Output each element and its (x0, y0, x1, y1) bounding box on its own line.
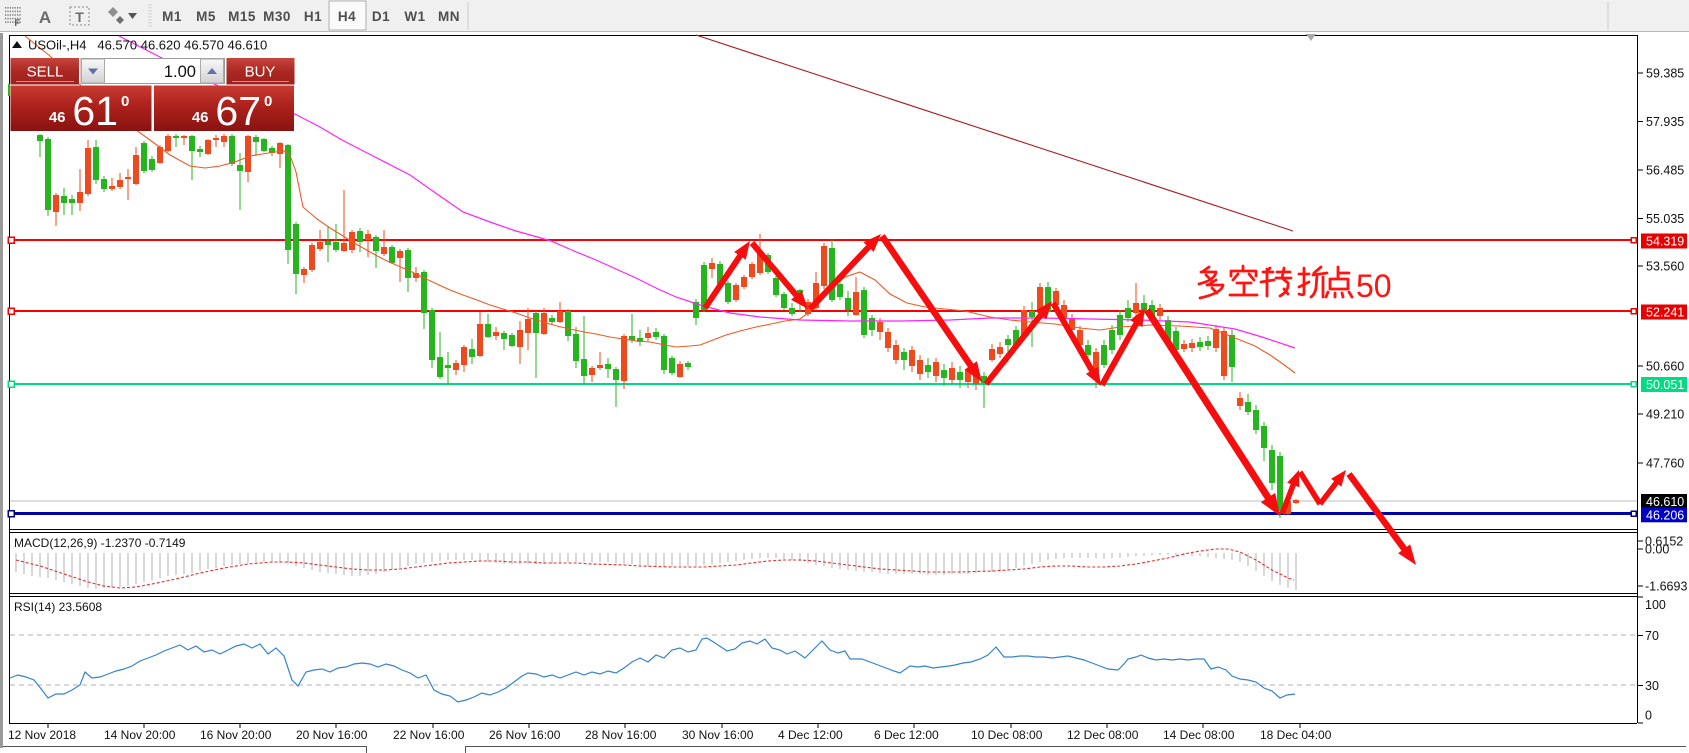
svg-text:D1: D1 (372, 9, 390, 24)
svg-text:BUY: BUY (245, 64, 276, 81)
svg-text:MACD(12,26,9) -1.2370 -0.7149: MACD(12,26,9) -1.2370 -0.7149 (14, 536, 186, 550)
svg-text:56.485: 56.485 (1646, 164, 1684, 178)
svg-text:W1: W1 (404, 9, 425, 24)
svg-text:F: F (15, 18, 21, 28)
svg-text:M30: M30 (263, 9, 291, 24)
svg-text:T: T (75, 9, 84, 25)
svg-text:52.241: 52.241 (1646, 306, 1684, 320)
svg-text:0: 0 (264, 93, 272, 110)
svg-text:RSI(14) 23.5608: RSI(14) 23.5608 (14, 600, 102, 614)
svg-text:46.206: 46.206 (1646, 508, 1684, 522)
svg-text:SELL: SELL (27, 64, 64, 81)
svg-text:M1: M1 (162, 9, 182, 24)
svg-text:30 Nov 16:00: 30 Nov 16:00 (682, 728, 754, 742)
svg-text:47.760: 47.760 (1646, 457, 1684, 471)
svg-text:0: 0 (1645, 709, 1652, 723)
svg-text:10 Dec 08:00: 10 Dec 08:00 (971, 728, 1043, 742)
svg-text:46: 46 (192, 109, 209, 126)
svg-text:14 Nov 20:00: 14 Nov 20:00 (104, 728, 176, 742)
svg-text:67: 67 (215, 88, 261, 134)
svg-text:A: A (39, 8, 51, 27)
svg-text:53.560: 53.560 (1646, 260, 1684, 274)
svg-text:0.6152: 0.6152 (1645, 535, 1683, 549)
svg-text:46: 46 (49, 109, 66, 126)
svg-text:57.935: 57.935 (1646, 115, 1684, 129)
svg-text:49.210: 49.210 (1646, 408, 1684, 422)
svg-text:22 Nov 16:00: 22 Nov 16:00 (393, 728, 465, 742)
svg-text:70: 70 (1645, 629, 1659, 643)
svg-text:46.610: 46.610 (1646, 495, 1684, 509)
svg-text:0: 0 (121, 93, 129, 110)
svg-text:M15: M15 (228, 9, 256, 24)
svg-text:16 Nov 20:00: 16 Nov 20:00 (200, 728, 272, 742)
svg-text:30: 30 (1645, 679, 1659, 693)
svg-text:-1.6693: -1.6693 (1645, 580, 1687, 594)
svg-text:26 Nov 16:00: 26 Nov 16:00 (489, 728, 561, 742)
svg-text:4 Dec 12:00: 4 Dec 12:00 (778, 728, 843, 742)
svg-text:54.319: 54.319 (1646, 235, 1684, 249)
svg-text:61: 61 (72, 88, 118, 134)
svg-text:20 Nov 16:00: 20 Nov 16:00 (296, 728, 368, 742)
svg-text:50: 50 (1356, 268, 1392, 304)
svg-text:59.385: 59.385 (1646, 67, 1684, 81)
svg-text:M5: M5 (196, 9, 216, 24)
svg-text:0.00: 0.00 (1645, 543, 1669, 557)
svg-text:100: 100 (1645, 598, 1666, 612)
svg-text:14 Dec 08:00: 14 Dec 08:00 (1163, 728, 1235, 742)
svg-text:50.660: 50.660 (1646, 360, 1684, 374)
svg-text:MN: MN (438, 9, 460, 24)
svg-text:18 Dec 04:00: 18 Dec 04:00 (1260, 728, 1332, 742)
svg-text:H4: H4 (338, 9, 356, 24)
svg-text:55.035: 55.035 (1646, 212, 1684, 226)
svg-text:USOil-,H4 46.570 46.620 46.5: USOil-,H4 46.570 46.620 46.570 46.610 (28, 38, 267, 53)
svg-text:H1: H1 (304, 9, 322, 24)
svg-text:12 Dec 08:00: 12 Dec 08:00 (1067, 728, 1139, 742)
svg-text:12 Nov 2018: 12 Nov 2018 (8, 728, 76, 742)
svg-text:50.051: 50.051 (1646, 378, 1684, 392)
svg-text:6 Dec 12:00: 6 Dec 12:00 (874, 728, 939, 742)
svg-text:28 Nov 16:00: 28 Nov 16:00 (585, 728, 657, 742)
svg-text:1.00: 1.00 (164, 63, 196, 81)
